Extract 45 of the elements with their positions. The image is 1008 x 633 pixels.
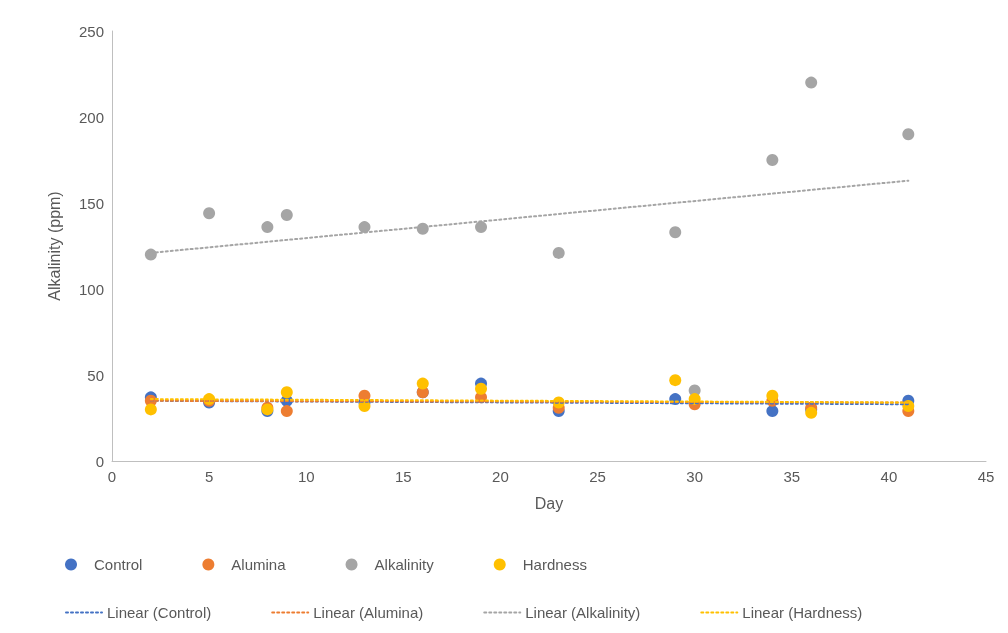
point	[475, 221, 488, 234]
x-tick-label: 40	[880, 468, 898, 485]
point	[766, 405, 779, 418]
legend-label: Linear (Hardness)	[742, 604, 863, 621]
x-tick-label: 0	[107, 468, 117, 485]
y-tick-label: 250	[78, 22, 104, 40]
legend-label: Linear (Alumina)	[313, 604, 424, 621]
x-tick-label: 20	[492, 468, 509, 485]
legend-label: Linear (Control)	[107, 604, 212, 621]
x-tick-label: 30	[686, 468, 704, 485]
point	[280, 405, 293, 418]
point	[358, 221, 371, 234]
point	[475, 382, 488, 395]
point	[805, 76, 818, 89]
legend-label: Alumina	[231, 556, 287, 573]
x-tick-label: 25	[589, 468, 606, 485]
legend-label: Alkalinity	[374, 556, 435, 573]
point	[280, 386, 293, 399]
legend-label: Control	[94, 556, 143, 573]
point	[416, 377, 429, 390]
y-axis-title: Alkalinity (ppm)	[45, 191, 63, 301]
x-tick-label: 35	[783, 468, 801, 485]
point	[552, 246, 565, 259]
point	[669, 374, 682, 387]
point	[261, 221, 274, 234]
point	[766, 154, 779, 166]
x-tick-label: 5	[204, 468, 214, 485]
x-tick-label: 10	[297, 468, 315, 485]
x-tick-label: 15	[394, 468, 412, 485]
y-tick-label: 100	[78, 280, 104, 298]
point	[280, 209, 293, 222]
legend-label: Linear (Alkalinity)	[525, 604, 641, 621]
y-tick-label: 50	[87, 366, 104, 384]
x-axis-title: Day	[534, 494, 564, 512]
y-tick-label: 0	[95, 452, 104, 470]
x-tick-label: 45	[977, 468, 995, 485]
point	[669, 226, 682, 239]
legend-label: Hardness	[522, 556, 587, 573]
point	[144, 403, 157, 416]
y-tick-label: 150	[78, 194, 104, 212]
point	[203, 207, 216, 220]
point	[902, 128, 915, 141]
y-tick-label: 200	[78, 108, 104, 126]
point	[766, 389, 779, 402]
point	[144, 248, 157, 261]
